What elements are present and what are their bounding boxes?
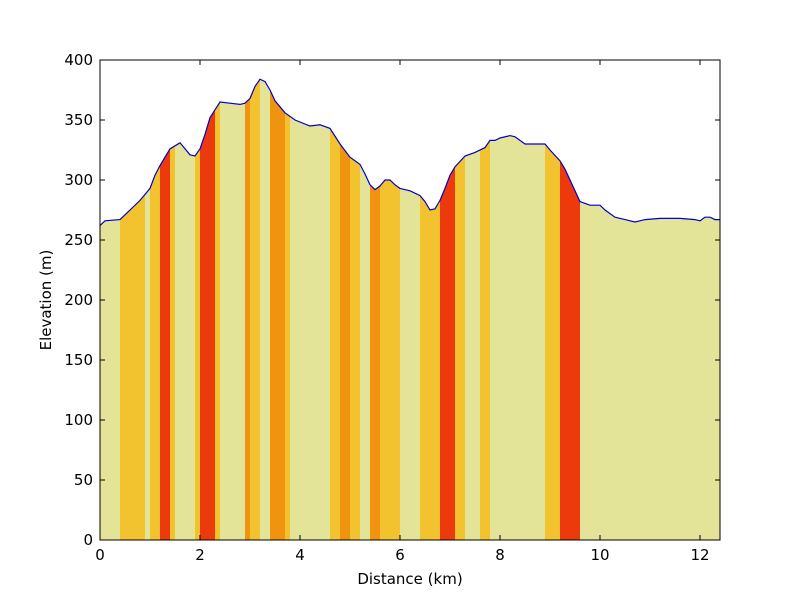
- gradient-band: [440, 79, 456, 540]
- y-tick-label: 0: [83, 531, 93, 549]
- gradient-band: [285, 79, 291, 540]
- y-tick-label: 300: [64, 171, 93, 189]
- gradient-band: [580, 79, 720, 540]
- x-axis-title: Distance (km): [357, 570, 462, 588]
- gradient-band: [545, 79, 561, 540]
- x-tick-label: 4: [295, 546, 305, 564]
- gradient-band: [350, 79, 361, 540]
- gradient-band: [175, 79, 196, 540]
- gradient-band: [330, 79, 341, 540]
- gradient-band: [250, 79, 261, 540]
- gradient-band: [260, 79, 271, 540]
- axis-ticks: 0 2 4 6 8 10 12 0 50 100 150 200 250 300 350 400: [64, 51, 720, 564]
- gradient-band: [220, 79, 246, 540]
- gradient-band: [170, 79, 176, 540]
- gradient-band: [340, 79, 351, 540]
- gradient-band: [270, 79, 286, 540]
- gradient-band: [200, 79, 216, 540]
- x-tick-label: 10: [590, 546, 609, 564]
- x-tick-label: 0: [95, 546, 105, 564]
- x-tick-label: 2: [195, 546, 205, 564]
- gradient-band: [195, 79, 201, 540]
- y-tick-label: 50: [74, 471, 93, 489]
- gradient-band: [145, 79, 151, 540]
- y-axis-title: Elevation (m): [37, 250, 55, 351]
- x-tick-label: 8: [495, 546, 505, 564]
- y-tick-label: 250: [64, 231, 93, 249]
- gradient-band: [120, 79, 146, 540]
- gradient-band: [420, 79, 441, 540]
- y-tick-label: 400: [64, 51, 93, 69]
- gradient-band: [490, 79, 546, 540]
- gradient-band: [480, 79, 491, 540]
- gradient-band: [465, 79, 481, 540]
- y-tick-label: 150: [64, 351, 93, 369]
- gradient-bands: [100, 79, 720, 540]
- y-tick-label: 350: [64, 111, 93, 129]
- y-tick-label: 200: [64, 291, 93, 309]
- gradient-band: [360, 79, 371, 540]
- gradient-band: [380, 79, 401, 540]
- gradient-band: [215, 79, 221, 540]
- gradient-band: [455, 79, 466, 540]
- gradient-band: [245, 79, 251, 540]
- gradient-band: [290, 79, 331, 540]
- gradient-band: [370, 79, 381, 540]
- gradient-band: [400, 79, 421, 540]
- x-tick-label: 6: [395, 546, 405, 564]
- gradient-band: [150, 79, 161, 540]
- elevation-profile-line: [99, 78, 720, 227]
- gradient-band: [160, 79, 171, 540]
- gradient-band: [560, 79, 581, 540]
- x-tick-label: 12: [690, 546, 709, 564]
- y-tick-label: 100: [64, 411, 93, 429]
